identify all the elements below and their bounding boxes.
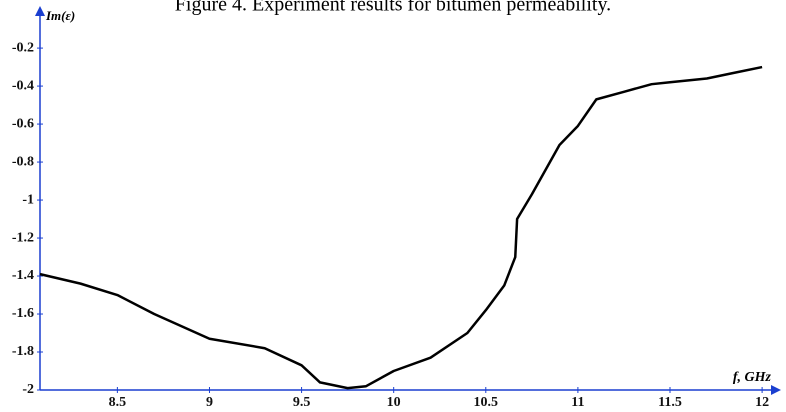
y-tick-label: -1.6 xyxy=(12,306,34,321)
x-tick-label: 9.5 xyxy=(293,395,311,410)
y-tick-label: -1.2 xyxy=(12,230,34,245)
y-tick-label: -0.8 xyxy=(12,154,34,169)
y-axis-arrow xyxy=(35,6,45,16)
y-tick-label: -1 xyxy=(22,192,34,207)
y-tick-label: -0.2 xyxy=(12,40,34,55)
chart-title: Figure 4. Experiment results for bitumen… xyxy=(175,0,611,16)
x-tick-label: 11.5 xyxy=(658,395,682,410)
x-tick-label: 10 xyxy=(387,395,401,410)
x-tick-label: 12 xyxy=(755,395,769,410)
x-axis-label: f, GHz xyxy=(733,370,772,385)
data-line xyxy=(39,65,763,390)
y-tick-label: -1.8 xyxy=(12,344,34,359)
y-tick-label: -0.4 xyxy=(12,78,34,93)
x-tick-label: 9 xyxy=(206,395,213,410)
x-tick-label: 11 xyxy=(571,395,584,410)
y-axis-label: Im(ε) xyxy=(45,8,75,23)
y-tick-label: -1.4 xyxy=(12,268,34,283)
y-tick-label: -2 xyxy=(22,382,34,397)
y-tick-label: -0.6 xyxy=(12,116,34,131)
x-tick-label: 10.5 xyxy=(474,395,499,410)
x-tick-label: 8.5 xyxy=(109,395,127,410)
x-axis-arrow xyxy=(771,385,781,395)
